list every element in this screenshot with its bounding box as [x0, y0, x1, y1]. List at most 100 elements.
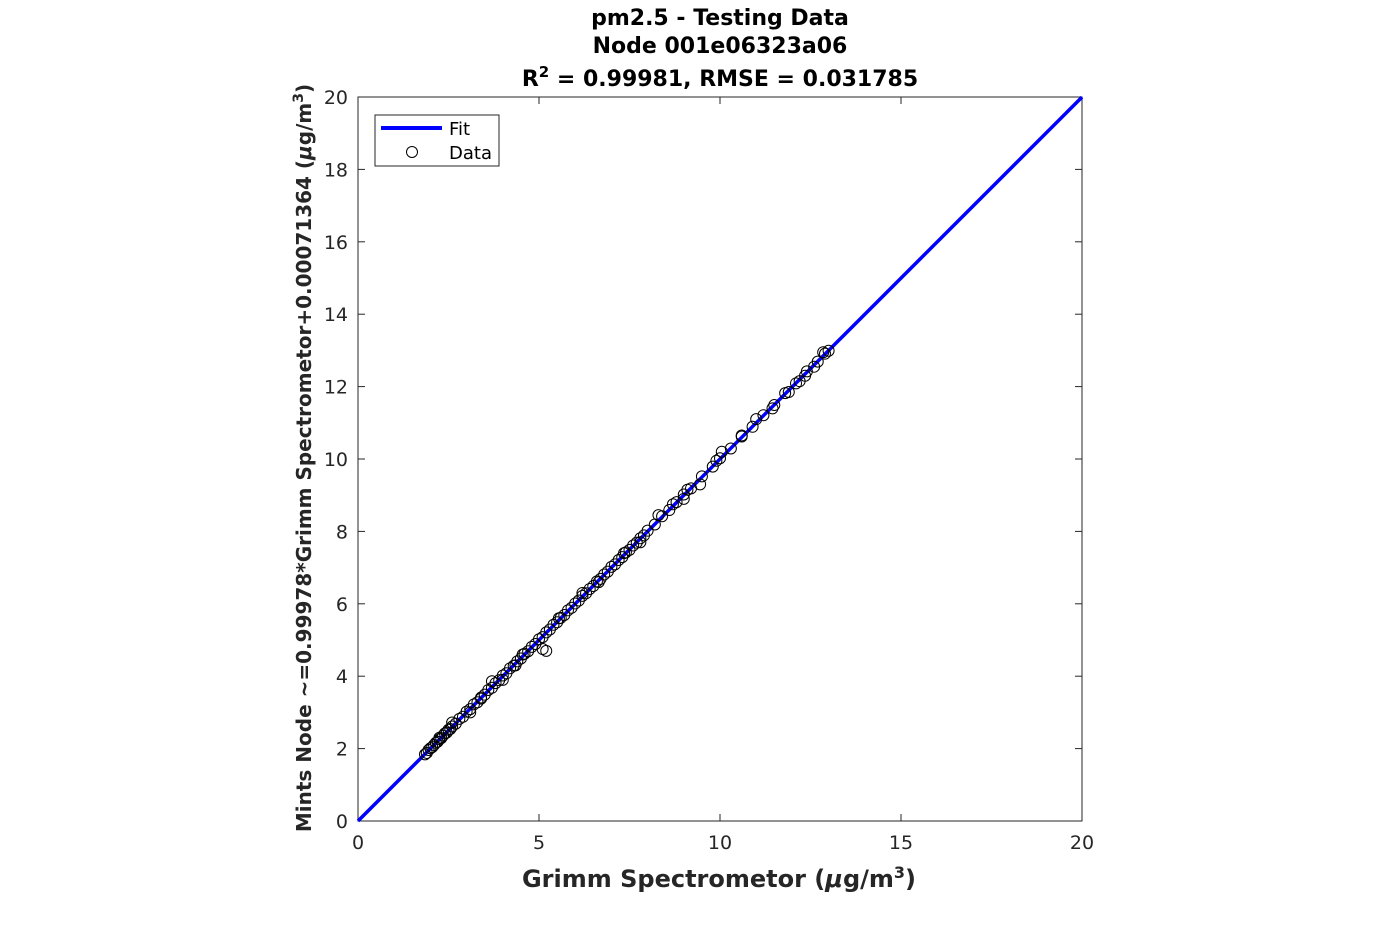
data-point	[561, 604, 574, 617]
data-point	[504, 662, 517, 675]
data-point	[509, 659, 522, 672]
data-point	[666, 498, 679, 511]
data-point	[446, 720, 459, 733]
x-axis-label: Grimm Spectrometor (μg/m3)	[522, 863, 916, 894]
data-point	[817, 346, 830, 359]
data-point	[627, 539, 640, 552]
x-tick-label: 15	[889, 832, 913, 854]
y-tick-label: 8	[336, 521, 348, 543]
data-point	[818, 347, 831, 360]
y-tick-label: 0	[336, 811, 348, 833]
chart-title-line-2: Node 001e06323a06	[593, 34, 848, 59]
x-axis-label-prefix: Grimm Spectrometor (	[522, 865, 825, 893]
data-point	[540, 644, 553, 657]
data-point	[634, 532, 647, 545]
data-point	[580, 587, 593, 600]
y-axis-label-unit: g/m	[292, 103, 316, 145]
data-point	[565, 601, 578, 614]
data-point	[467, 698, 480, 711]
data-point	[630, 536, 643, 549]
chart-title-line-1: pm2.5 - Testing Data	[591, 6, 849, 31]
y-tick-label: 6	[336, 594, 348, 616]
y-axis-label-prefix: Mints Node ~=0.99978*Grimm Spectrometor+…	[292, 160, 316, 832]
x-axis-label-suffix: )	[905, 865, 916, 893]
data-point	[750, 413, 763, 426]
data-point	[496, 669, 509, 682]
data-point	[670, 496, 683, 509]
data-point	[609, 558, 622, 571]
data-point	[746, 420, 759, 433]
data-point	[681, 483, 694, 496]
plot-area: 0 5 10 15 20 0 2 4 6 8 10 12 14 16 18 20	[324, 87, 1094, 854]
y-tick-label: 14	[324, 304, 348, 326]
stats-text: = 0.99981, RMSE = 0.031785	[549, 67, 918, 92]
y-axis-label-superscript: 3	[291, 93, 307, 103]
data-point	[735, 429, 748, 442]
data-point	[695, 470, 708, 483]
data-point	[694, 478, 707, 491]
legend: Fit Data	[374, 114, 500, 167]
data-point	[714, 452, 726, 465]
legend-box	[374, 114, 500, 167]
data-point	[569, 597, 582, 610]
data-point	[464, 706, 477, 719]
x-tick-label: 0	[352, 832, 364, 854]
data-point	[641, 524, 654, 537]
data-point	[576, 586, 589, 599]
x-tick-label: 20	[1070, 832, 1094, 854]
data-point	[822, 344, 835, 357]
data-point	[552, 612, 565, 625]
y-tick-label: 2	[336, 739, 348, 761]
y-tick-label: 18	[324, 159, 348, 181]
data-point	[482, 683, 495, 696]
data-point	[715, 445, 728, 458]
y-axis-label-suffix: )	[292, 84, 316, 93]
data-point	[576, 589, 589, 602]
legend-fit-label: Fit	[449, 119, 470, 140]
y-tick-label: 12	[324, 377, 348, 399]
legend-data-label: Data	[449, 143, 492, 164]
data-point	[652, 509, 665, 522]
r-superscript: 2	[539, 63, 549, 81]
y-tick-label: 10	[324, 449, 348, 471]
x-tick-label: 5	[533, 832, 545, 854]
x-axis-label-mu: μ	[824, 865, 843, 893]
data-point	[594, 572, 607, 585]
x-tick-label: 10	[708, 832, 732, 854]
y-tick-label: 4	[336, 666, 348, 688]
data-point	[790, 377, 803, 390]
data-point	[453, 712, 466, 725]
y-tick-label: 20	[324, 87, 348, 109]
data-point	[618, 547, 631, 560]
y-axis-label-mu: μ	[292, 145, 316, 161]
data-point	[446, 716, 459, 729]
data-point	[768, 399, 781, 412]
data-point	[592, 576, 605, 589]
data-point	[433, 731, 446, 744]
data-point	[496, 673, 509, 686]
data-point	[724, 442, 737, 455]
data-point	[808, 360, 821, 373]
data-point	[516, 648, 529, 661]
data-point	[540, 626, 553, 639]
data-point	[583, 582, 596, 595]
fit-line	[356, 95, 1084, 823]
x-axis-label-unit: g/m	[843, 865, 894, 893]
y-axis-label: Mints Node ~=0.99978*Grimm Spectrometor+…	[291, 84, 316, 832]
data-point	[757, 409, 770, 422]
data-point	[799, 369, 812, 382]
data-point	[782, 386, 795, 399]
legend-data-marker-icon	[406, 146, 418, 158]
r-label: R	[522, 67, 539, 92]
y-tick-label: 16	[324, 232, 348, 254]
data-point	[766, 402, 779, 415]
data-point	[605, 560, 618, 573]
x-axis-label-superscript: 3	[894, 863, 905, 882]
data-point	[706, 460, 719, 473]
data-point	[663, 504, 676, 517]
chart-stats-line: R2 = 0.99981, RMSE = 0.031785	[522, 63, 918, 92]
data-point	[634, 536, 647, 549]
data-point	[710, 454, 723, 467]
